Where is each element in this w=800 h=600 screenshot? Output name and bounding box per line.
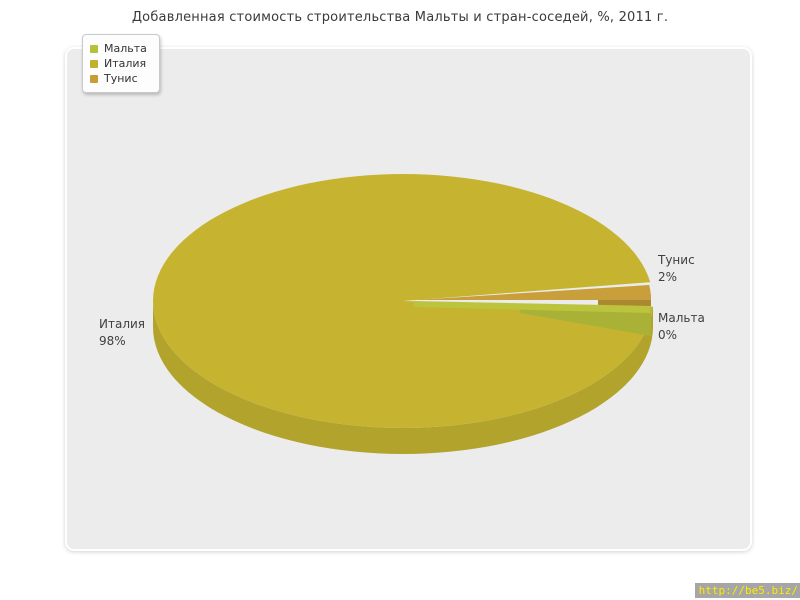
legend-label-malta: Мальта: [104, 42, 147, 55]
pie-slice-italy-side: [153, 301, 653, 454]
legend-swatch-italy: [90, 59, 98, 68]
slice-label-tunisia-name: Тунис: [658, 253, 695, 267]
slice-label-malta: Мальта 0%: [658, 310, 705, 344]
slice-label-tunisia: Тунис 2%: [658, 252, 695, 286]
slice-label-italy-value: 98%: [99, 334, 126, 348]
legend-item-malta[interactable]: Мальта: [90, 42, 147, 55]
watermark-link[interactable]: http://be5.biz/: [694, 583, 800, 598]
pie-slice-malta[interactable]: [414, 301, 651, 313]
legend-swatch-malta: [90, 44, 98, 53]
legend-swatch-tunisia: [90, 74, 98, 83]
legend-item-tunisia[interactable]: Тунис: [90, 72, 147, 85]
pie-slice-tunisia[interactable]: [415, 285, 651, 300]
legend-label-italy: Италия: [104, 57, 147, 70]
pie-slice-malta-side: [520, 308, 651, 336]
slice-label-malta-value: 0%: [658, 328, 678, 342]
slice-label-malta-name: Мальта: [658, 311, 705, 325]
slice-label-italy: Италия 98%: [99, 316, 145, 350]
slice-label-tunisia-value: 2%: [658, 270, 678, 284]
slice-label-italy-name: Италия: [99, 317, 146, 331]
legend-item-italy[interactable]: Италия: [90, 57, 147, 70]
page-title: Добавленная стоимость строительства Маль…: [131, 10, 669, 25]
legend-label-tunisia: Тунис: [104, 72, 138, 85]
legend: Мальта Италия Тунис: [82, 34, 160, 93]
